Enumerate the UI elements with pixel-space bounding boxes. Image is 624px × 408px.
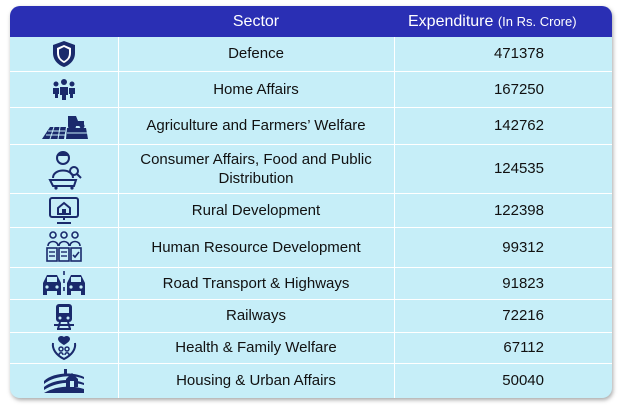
sector-cell: Railways: [117, 298, 395, 333]
sector-cell: Housing & Urban Affairs: [117, 362, 395, 398]
train-icon: [53, 303, 74, 330]
value-cell: 167250: [393, 70, 612, 108]
value-cell: 471378: [393, 37, 612, 72]
expenditure-table: Sector Expenditure (In Rs. Crore) Defenc…: [10, 6, 612, 398]
sector-cell: Home Affairs: [117, 70, 395, 108]
value-cell: 124535: [393, 143, 612, 194]
housing-icon: [43, 368, 84, 393]
people-group-icon: [52, 79, 75, 100]
value-cell: 122398: [393, 192, 612, 228]
header-expenditure: Expenditure (In Rs. Crore): [394, 6, 612, 37]
icon-cell: [10, 37, 119, 72]
value-cell: 142762: [393, 106, 612, 145]
icon-cell: [10, 266, 119, 300]
value-cell: 72216: [393, 298, 612, 333]
header-expenditure-unit: (In Rs. Crore): [497, 13, 577, 29]
table-row: Rural Development 122398: [10, 192, 612, 228]
table-row: Health & Family Welfare 67112: [10, 331, 612, 364]
health-hands-icon: [51, 335, 76, 360]
table-row: Home Affairs 167250: [10, 70, 612, 108]
road-vehicles-icon: [42, 271, 85, 295]
icon-cell: [10, 106, 119, 145]
icon-cell: [10, 70, 119, 108]
sector-cell: Consumer Affairs, Food and Public Distri…: [117, 143, 395, 194]
icon-cell: [10, 298, 119, 333]
table-row: Railways 72216: [10, 298, 612, 333]
header-sector: Sector: [232, 12, 280, 30]
expenditure-table-card: Sector Expenditure (In Rs. Crore) Defenc…: [10, 6, 612, 398]
icon-cell: [10, 192, 119, 228]
header-icon-column: [10, 6, 118, 37]
table-row: Consumer Affairs, Food and Public Distri…: [10, 143, 612, 194]
table-header-row: Sector Expenditure (In Rs. Crore): [10, 6, 612, 37]
value-cell: 99312: [393, 226, 612, 268]
value-cell: 50040: [393, 362, 612, 398]
sector-label: Consumer Affairs, Food and Public Distri…: [140, 150, 372, 187]
icon-cell: [10, 362, 119, 398]
shield-icon: [52, 40, 75, 67]
shopper-cart-icon: [48, 150, 82, 190]
icon-cell: [10, 226, 119, 268]
header-expenditure-label: Expenditure: [408, 12, 494, 30]
house-board-icon: [48, 197, 79, 224]
table-row: Agriculture and Farmers’ Welfare 142762: [10, 106, 612, 145]
sector-cell: Human Resource Development: [117, 226, 395, 268]
sector-cell: Rural Development: [117, 192, 395, 228]
table-row: Defence 471378: [10, 37, 612, 72]
tractor-field-icon: [41, 115, 88, 139]
table-row: Road Transport & Highways 91823: [10, 266, 612, 300]
table-row: Human Resource Development 99312: [10, 226, 612, 268]
value-cell: 67112: [393, 331, 612, 364]
table-row: Housing & Urban Affairs 50040: [10, 362, 612, 398]
icon-cell: [10, 331, 119, 364]
workforce-icon: [45, 231, 82, 262]
sector-cell: Health & Family Welfare: [117, 331, 395, 364]
value-cell: 91823: [393, 266, 612, 300]
sector-cell: Agriculture and Farmers’ Welfare: [117, 106, 395, 145]
sector-cell: Defence: [117, 37, 395, 72]
sector-cell: Road Transport & Highways: [117, 266, 395, 300]
icon-cell: [10, 143, 119, 194]
